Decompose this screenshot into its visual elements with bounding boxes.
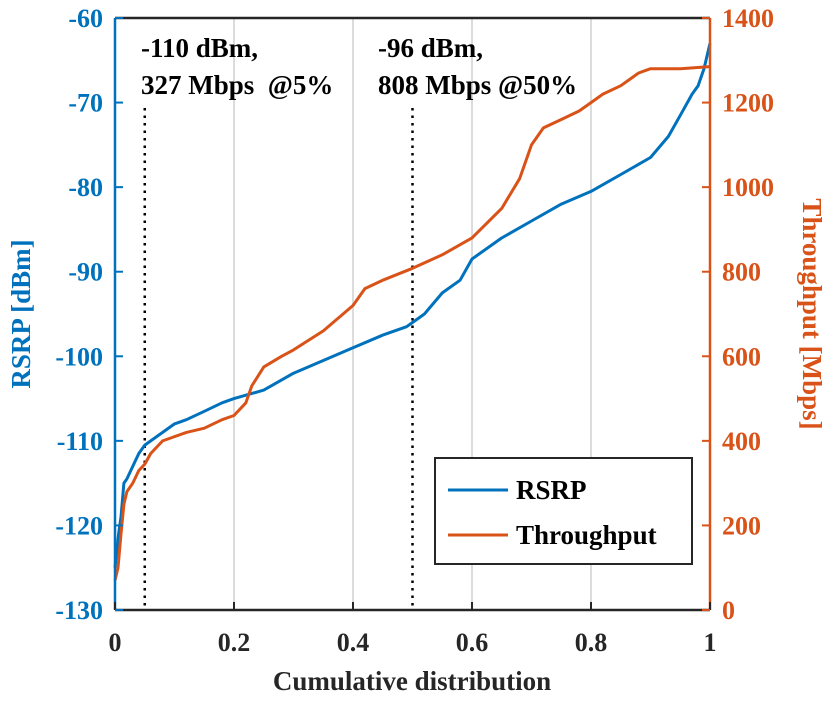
y-left-tick-label-1: -70: [68, 89, 103, 118]
y-left-tick-label-7: -130: [55, 596, 103, 625]
axis-ticks: 0 0.2 0.4 0.6 0.8 1 -60 -70 -80 -90 -100 -110 -120 -1…: [55, 4, 774, 657]
y-right-tick-label-0: 1400: [722, 4, 774, 33]
y-left-tick-label-4: -100: [55, 342, 103, 371]
annotation-50pct-line1: -96 dBm,: [378, 33, 483, 63]
y-right-tick-label-5: 400: [722, 427, 761, 456]
y-left-tick-label-6: -120: [55, 511, 103, 540]
y-left-tick-label-2: -80: [68, 173, 103, 202]
x-tick-label-4: 0.8: [575, 628, 608, 657]
y-axis-label-left: RSRP [dBm]: [6, 239, 36, 388]
y-right-tick-label-1: 1200: [722, 89, 774, 118]
y-right-tick-label-2: 1000: [722, 173, 774, 202]
y-right-tick-label-3: 800: [722, 258, 761, 287]
y-left-tick-label-0: -60: [68, 4, 103, 33]
y-right-tick-label-4: 600: [722, 342, 761, 371]
legend: RSRP Throughput: [434, 457, 693, 565]
y-axis-label-right: Throughput [Mbps]: [797, 198, 827, 429]
x-tick-label-2: 0.4: [337, 628, 370, 657]
y-left-tick-label-3: -90: [68, 258, 103, 287]
legend-rsrp-label: RSRP: [516, 475, 587, 505]
marker-lines: [143, 108, 414, 610]
annotation-5pct-line1: -110 dBm,: [141, 33, 258, 63]
series-line-throughput: [113, 65, 711, 581]
x-tick-label-5: 1: [704, 628, 717, 657]
x-tick-label-0: 0: [109, 628, 122, 657]
y-right-tick-label-6: 200: [722, 511, 761, 540]
series-line-rsrp: [113, 43, 712, 568]
annotation-50pct-line2: 808 Mbps @50%: [378, 70, 577, 100]
legend-box: [434, 457, 693, 565]
series-lines: [113, 43, 712, 581]
annotation-5pct-line2: 327 Mbps @5%: [141, 70, 333, 100]
x-axis-label: Cumulative distribution: [273, 666, 551, 696]
x-tick-label-3: 0.6: [456, 628, 489, 657]
y-left-tick-label-5: -110: [57, 427, 103, 456]
x-tick-label-1: 0.2: [218, 628, 251, 657]
y-right-tick-label-7: 0: [722, 596, 735, 625]
legend-throughput-label: Throughput: [516, 520, 657, 550]
